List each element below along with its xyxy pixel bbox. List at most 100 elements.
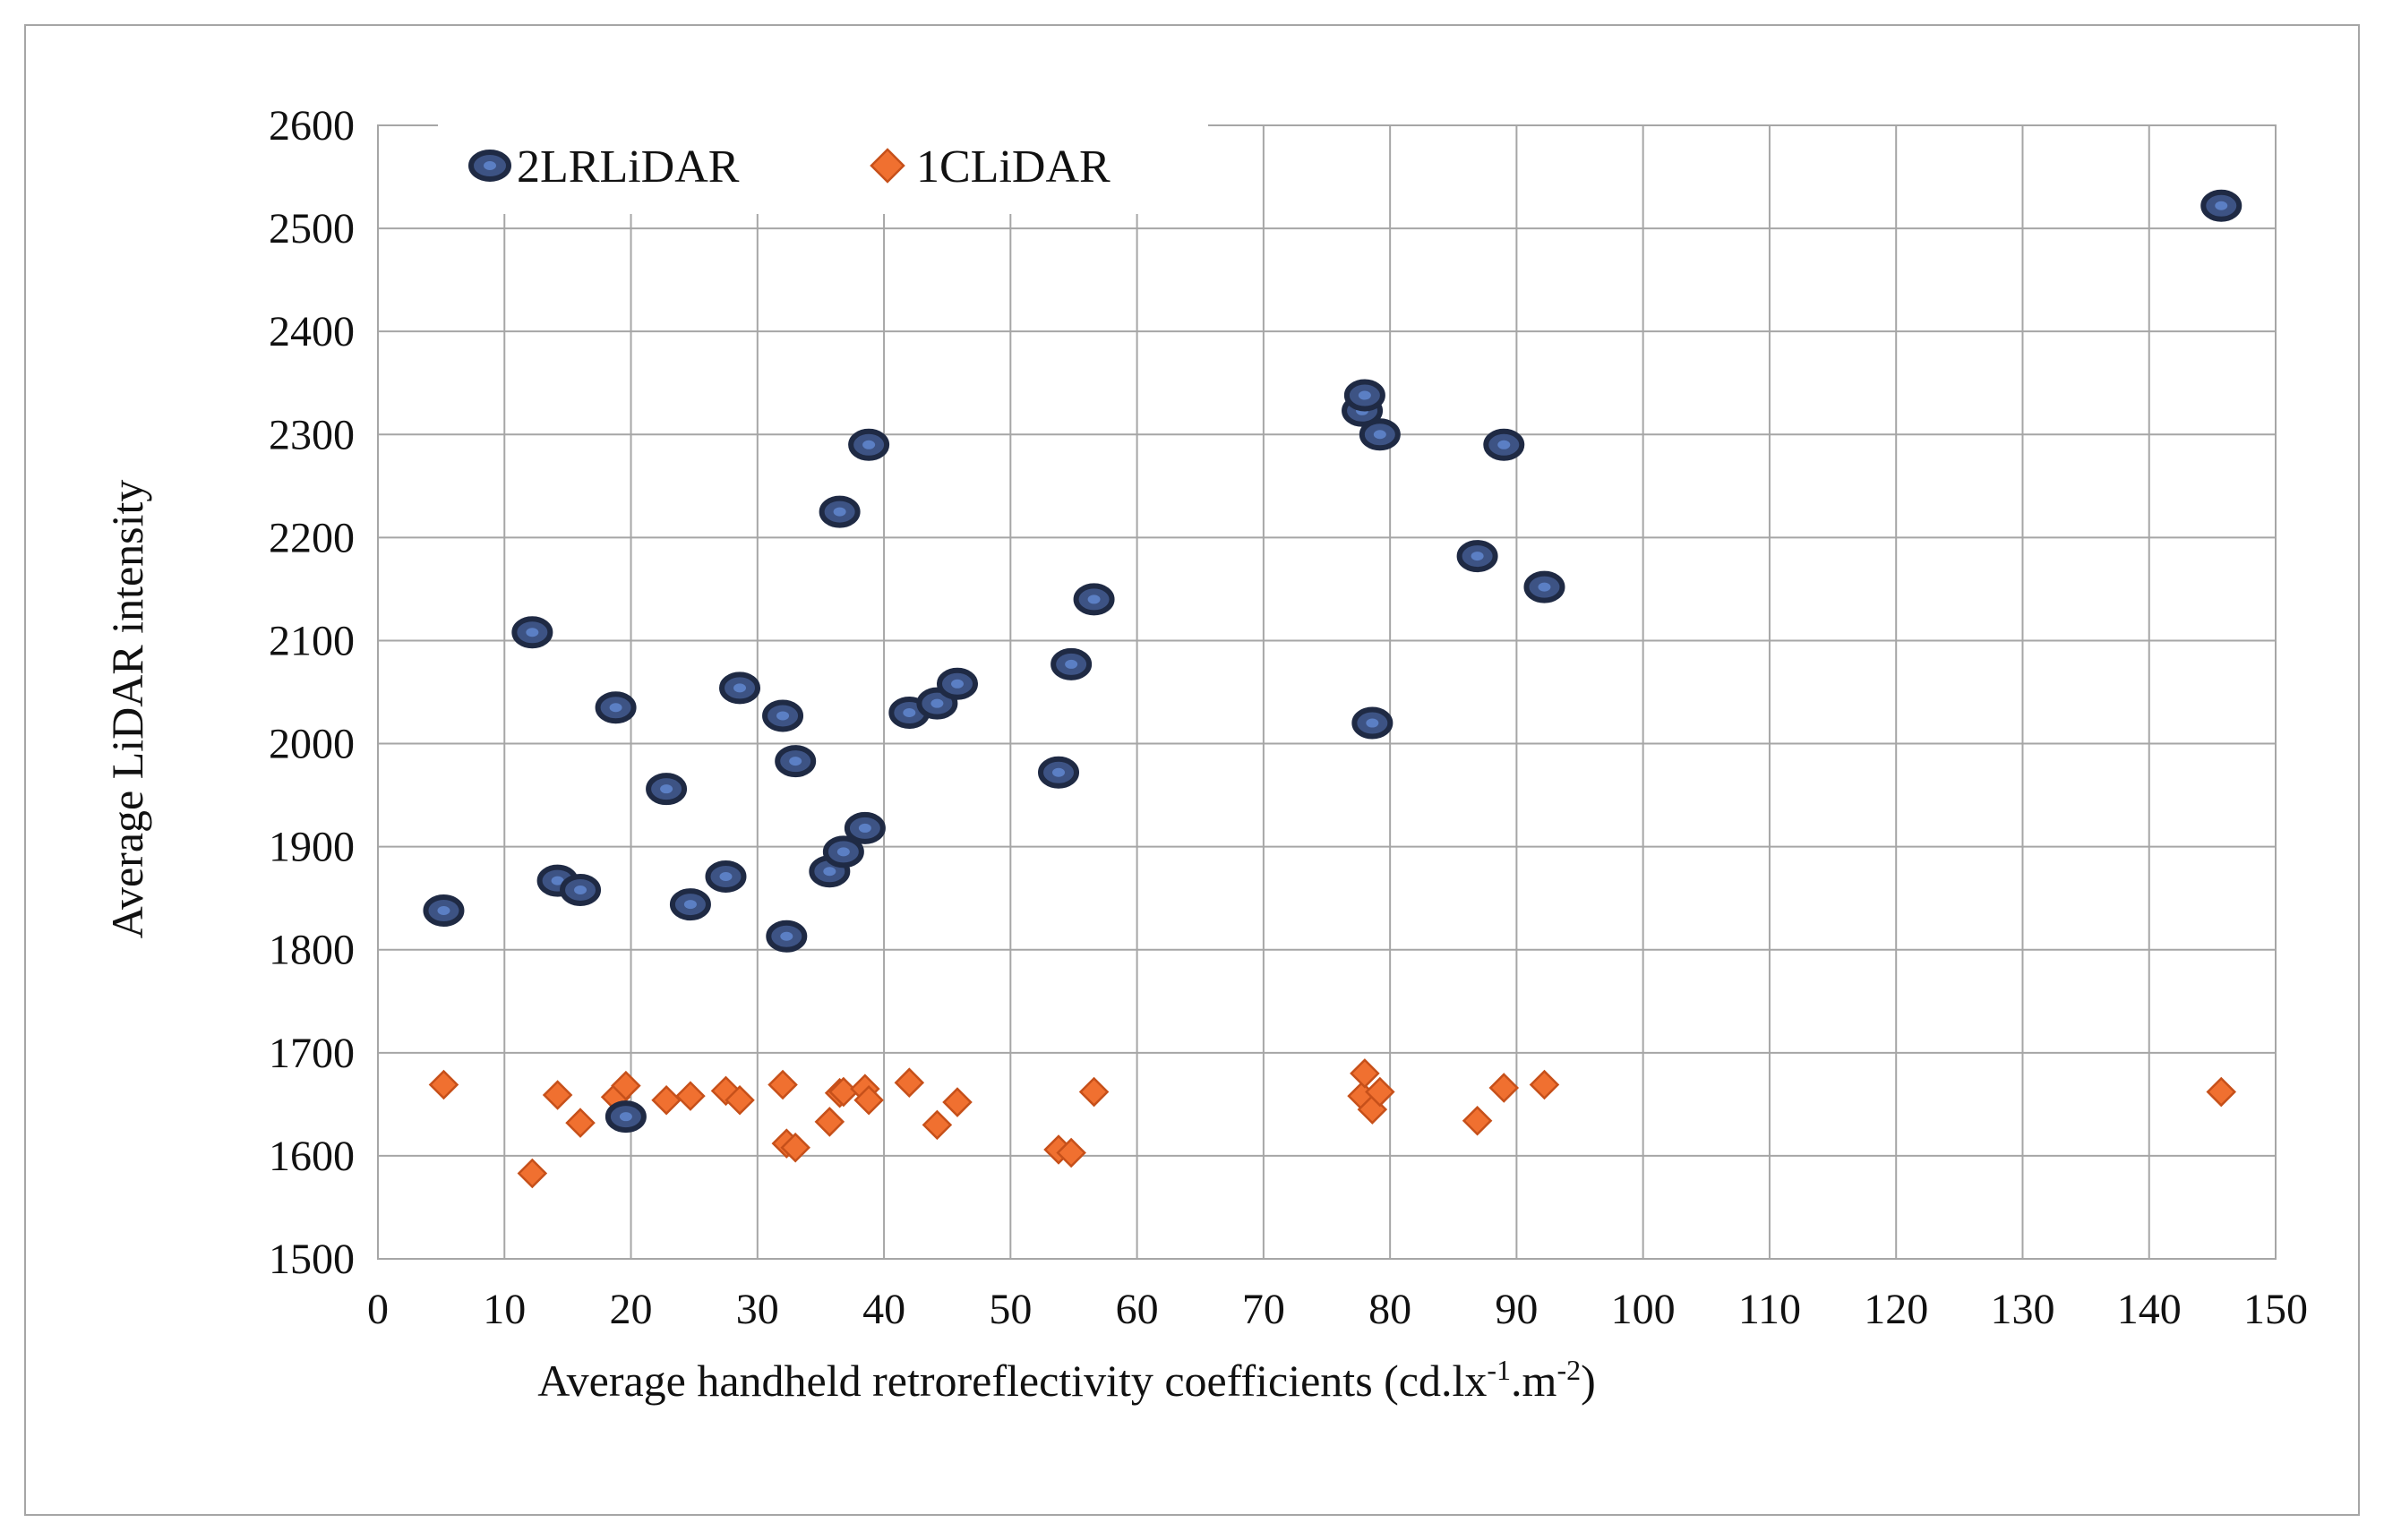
legend-marker-2lrlidar-highlight bbox=[484, 161, 496, 170]
data-point-highlight bbox=[789, 757, 802, 766]
data-point-1clidar bbox=[942, 1087, 973, 1117]
data-point-1clidar bbox=[780, 1132, 810, 1163]
legend-background bbox=[438, 124, 1208, 214]
data-point-1clidar bbox=[2206, 1076, 2237, 1108]
y-tick-label: 1900 bbox=[269, 824, 355, 871]
data-point-highlight bbox=[1065, 659, 1078, 669]
data-series bbox=[423, 189, 2243, 1189]
x-tick-label: 30 bbox=[736, 1286, 779, 1333]
data-point-highlight bbox=[1366, 718, 1379, 728]
data-point-highlight bbox=[862, 440, 876, 449]
x-axis-title-mid: .m bbox=[1511, 1356, 1557, 1406]
scatter-chart: 0 10 20 30 40 50 60 70 80 90 100 110 120 130 140 150 150… bbox=[102, 102, 2308, 1406]
data-point-1clidar bbox=[651, 1084, 682, 1116]
x-tick-label: 50 bbox=[989, 1286, 1032, 1333]
y-tick-label: 1500 bbox=[269, 1236, 355, 1283]
legend-label-2lrlidar: 2LRLiDAR bbox=[517, 141, 740, 192]
data-point-highlight bbox=[780, 931, 793, 941]
x-tick-label: 90 bbox=[1495, 1286, 1538, 1333]
data-point-highlight bbox=[551, 876, 564, 886]
data-point-highlight bbox=[858, 823, 871, 833]
data-point-highlight bbox=[2215, 201, 2228, 210]
data-point-1clidar bbox=[768, 1069, 798, 1100]
x-tick-label: 150 bbox=[2243, 1286, 2308, 1333]
x-tick-label: 140 bbox=[2117, 1286, 2182, 1333]
data-point-highlight bbox=[526, 628, 539, 637]
data-point-highlight bbox=[683, 900, 697, 910]
x-tick-label: 120 bbox=[1864, 1286, 1928, 1333]
plot-area-border bbox=[377, 124, 2277, 1260]
series-2lrlidar bbox=[423, 189, 2243, 1134]
x-tick-label: 100 bbox=[1611, 1286, 1676, 1333]
x-tick-label: 80 bbox=[1368, 1286, 1411, 1333]
chart-frame: 0 10 20 30 40 50 60 70 80 90 100 110 120 130 140 150 150… bbox=[24, 24, 2360, 1516]
data-point-1clidar bbox=[1056, 1137, 1086, 1168]
data-point-1clidar bbox=[853, 1084, 884, 1116]
data-point-highlight bbox=[930, 698, 944, 708]
data-point-highlight bbox=[1538, 582, 1551, 592]
data-point-highlight bbox=[1087, 595, 1101, 604]
y-tick-label: 1600 bbox=[269, 1133, 355, 1180]
data-point-highlight bbox=[836, 847, 850, 857]
data-point-1clidar bbox=[675, 1081, 706, 1111]
tick-labels: 0 10 20 30 40 50 60 70 80 90 100 110 120 130 140 150 150… bbox=[269, 102, 2308, 1333]
x-tick-label: 110 bbox=[1738, 1286, 1801, 1333]
data-point-highlight bbox=[609, 703, 622, 713]
data-point-1clidar bbox=[1488, 1073, 1520, 1103]
data-point-1clidar bbox=[1078, 1076, 1110, 1108]
data-point-1clidar bbox=[814, 1107, 845, 1137]
legend-marker-1clidar bbox=[870, 148, 905, 184]
data-point-highlight bbox=[719, 872, 733, 882]
legend-label-1clidar: 1CLiDAR bbox=[916, 141, 1111, 192]
data-point-highlight bbox=[1497, 440, 1511, 449]
x-tick-label: 60 bbox=[1116, 1286, 1159, 1333]
y-tick-label: 2400 bbox=[269, 308, 355, 355]
data-point-highlight bbox=[1373, 430, 1386, 440]
data-point-1clidar bbox=[428, 1069, 459, 1100]
y-tick-label: 2100 bbox=[269, 617, 355, 664]
x-axis-title-main: Average handheld retroreflectivity coeff… bbox=[537, 1356, 1487, 1406]
data-point-highlight bbox=[574, 885, 587, 894]
data-point-highlight bbox=[833, 507, 846, 517]
data-point-highlight bbox=[660, 784, 673, 794]
data-point-highlight bbox=[776, 711, 790, 721]
data-point-1clidar bbox=[725, 1084, 755, 1116]
data-point-1clidar bbox=[1365, 1076, 1395, 1108]
data-point-highlight bbox=[1471, 552, 1484, 561]
data-point-1clidar bbox=[517, 1158, 548, 1189]
x-tick-label: 130 bbox=[1990, 1286, 2054, 1333]
data-point-1clidar bbox=[1350, 1058, 1380, 1089]
data-point-highlight bbox=[903, 708, 916, 718]
x-axis-title: Average handheld retroreflectivity coeff… bbox=[537, 1354, 1596, 1406]
x-tick-label: 40 bbox=[862, 1286, 905, 1333]
data-point-1clidar bbox=[611, 1070, 641, 1101]
data-point-1clidar bbox=[542, 1080, 573, 1110]
y-tick-label: 1700 bbox=[269, 1030, 355, 1077]
y-axis-title: Average LiDAR intensity bbox=[102, 480, 152, 939]
x-axis-title-sup2: -2 bbox=[1556, 1354, 1581, 1386]
data-point-1clidar bbox=[565, 1108, 596, 1138]
data-point-highlight bbox=[951, 679, 965, 689]
y-tick-label: 2300 bbox=[269, 411, 355, 458]
data-point-1clidar bbox=[922, 1109, 953, 1141]
x-tick-label: 70 bbox=[1242, 1286, 1285, 1333]
legend: 2LRLiDAR 1CLiDAR bbox=[438, 124, 1208, 214]
data-point-highlight bbox=[823, 867, 836, 877]
y-tick-label: 2600 bbox=[269, 102, 355, 150]
y-tick-label: 2200 bbox=[269, 514, 355, 561]
data-point-highlight bbox=[1052, 767, 1066, 777]
y-tick-label: 2500 bbox=[269, 205, 355, 252]
y-tick-label: 1800 bbox=[269, 927, 355, 974]
x-tick-label: 0 bbox=[367, 1286, 389, 1333]
data-point-highlight bbox=[437, 905, 450, 915]
x-tick-label: 20 bbox=[610, 1286, 653, 1333]
data-point-highlight bbox=[619, 1112, 632, 1122]
x-axis-title-sup1: -1 bbox=[1487, 1354, 1511, 1386]
data-point-highlight bbox=[733, 683, 747, 693]
gridlines bbox=[377, 124, 2277, 1260]
data-point-1clidar bbox=[1462, 1106, 1493, 1136]
x-tick-label: 10 bbox=[483, 1286, 526, 1333]
data-point-highlight bbox=[1358, 390, 1371, 400]
data-point-1clidar bbox=[1529, 1069, 1560, 1100]
y-tick-label: 2000 bbox=[269, 721, 355, 768]
